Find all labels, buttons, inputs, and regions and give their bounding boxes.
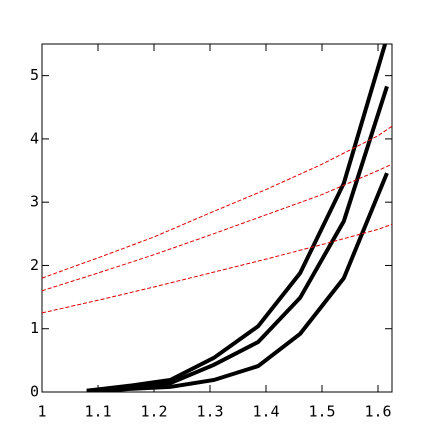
x-tick-label: 1 — [37, 403, 46, 421]
y-tick-label: 5 — [30, 66, 39, 84]
y-tick-label: 2 — [30, 256, 39, 274]
plot-frame — [41, 43, 393, 393]
data-line — [86, 172, 389, 392]
data-line — [42, 163, 392, 292]
plot-area — [42, 44, 392, 392]
x-tick-label: 1.3 — [196, 403, 223, 421]
y-tick-label: 4 — [30, 129, 39, 147]
x-tick-label: 1.4 — [252, 403, 279, 421]
y-tick-label: 3 — [30, 193, 39, 211]
x-tick-label: 1.6 — [364, 403, 391, 421]
x-tick-label: 1.1 — [84, 403, 111, 421]
y-tick-label: 0 — [30, 383, 39, 401]
x-tick-label: 1.5 — [308, 403, 335, 421]
data-line — [42, 125, 392, 279]
data-line — [42, 223, 392, 314]
x-tick-label: 1.2 — [140, 403, 167, 421]
data-line — [86, 44, 388, 392]
data-line — [86, 85, 389, 392]
y-tick-label: 1 — [30, 319, 39, 337]
